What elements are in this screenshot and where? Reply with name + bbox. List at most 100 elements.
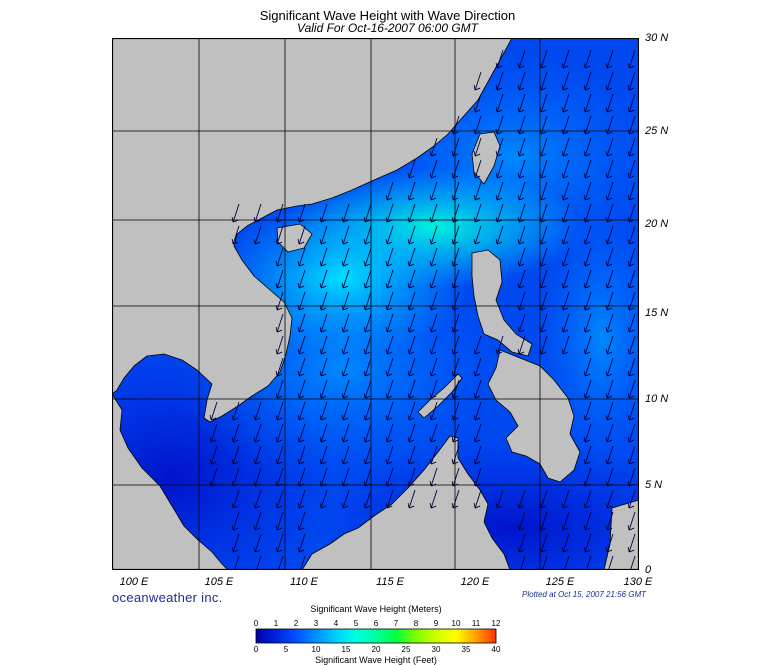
wave-direction-arrow [275, 445, 284, 465]
wave-direction-arrow [627, 401, 636, 421]
wave-direction-arrow [473, 423, 482, 443]
wave-direction-arrow [275, 489, 284, 509]
wave-direction-arrow [319, 225, 328, 245]
wave-direction-arrow [561, 511, 570, 531]
wave-direction-arrow [583, 401, 592, 421]
wave-direction-arrow [297, 379, 306, 399]
wave-direction-arrow [253, 401, 262, 421]
legend-feet-tick: 35 [462, 645, 471, 654]
wave-direction-arrow [495, 181, 504, 201]
legend-meters-tick: 2 [294, 619, 299, 628]
wave-direction-arrow [297, 533, 306, 553]
wave-direction-arrow [451, 423, 460, 443]
wave-direction-arrow [385, 489, 394, 509]
wave-direction-arrow [319, 247, 328, 267]
wave-direction-arrow [385, 379, 394, 399]
wave-direction-arrow [385, 423, 394, 443]
wave-direction-arrow [297, 423, 306, 443]
wave-direction-arrow [627, 489, 636, 509]
land-borneo [301, 435, 511, 570]
wave-direction-arrow [605, 269, 614, 289]
legend-feet-tick: 30 [432, 645, 441, 654]
wave-direction-arrow [451, 247, 460, 267]
wave-direction-arrow [407, 423, 416, 443]
lon-label-125e: 125 E [545, 576, 575, 588]
wave-direction-arrow [341, 313, 350, 333]
legend-feet-tick: 15 [342, 645, 351, 654]
wave-height-legend: 0 1 2 3 4 5 6 7 8 9 10 11 120 5 10 15 20 25 30 35 40 [254, 619, 501, 654]
wave-direction-arrow [253, 489, 262, 509]
wave-direction-arrow [407, 203, 416, 223]
wave-direction-arrow [363, 401, 372, 421]
wave-direction-arrow [495, 71, 504, 91]
wave-direction-arrow [627, 533, 636, 553]
wave-direction-arrow [451, 445, 460, 465]
wave-direction-arrow [495, 137, 504, 157]
legend-feet-title: Significant Wave Height (Feet) [315, 655, 437, 665]
plotted-timestamp: Plotted at Oct 15, 2007 21:56 GMT [522, 590, 647, 599]
wave-direction-arrow [319, 313, 328, 333]
wave-direction-arrow [605, 533, 614, 553]
wave-direction-arrow [231, 401, 240, 421]
wave-direction-arrow [429, 357, 438, 377]
wave-direction-arrow [363, 357, 372, 377]
lon-label-115e: 115 E [376, 576, 404, 588]
wave-direction-arrow [275, 533, 284, 553]
wave-direction-arrow [319, 445, 328, 465]
wave-direction-arrow [451, 379, 460, 399]
wave-direction-arrow [517, 269, 526, 289]
wave-direction-arrow [495, 335, 504, 355]
legend-meters-tick: 9 [434, 619, 439, 628]
wave-direction-arrow [605, 225, 614, 245]
wave-direction-arrow [429, 489, 438, 509]
wave-direction-arrow [385, 203, 394, 223]
wave-direction-arrow [473, 379, 482, 399]
wave-direction-arrow [605, 379, 614, 399]
legend-meters-tick: 10 [452, 619, 461, 628]
legend-meters-tick: 8 [414, 619, 419, 628]
legend-meters-tick: 12 [492, 619, 501, 628]
wave-direction-arrow [605, 137, 614, 157]
legend-feet-tick: 25 [402, 645, 411, 654]
lon-label-100e: 100 E [119, 576, 149, 588]
wave-direction-arrow [385, 225, 394, 245]
wave-direction-arrow [561, 269, 570, 289]
wave-direction-arrow [429, 225, 438, 245]
oceanweather-logo: oceanweather inc. [112, 590, 223, 605]
wave-direction-arrow [517, 49, 526, 69]
land-sulawesi-edge [603, 499, 639, 570]
wave-direction-arrow [275, 247, 284, 267]
wave-direction-arrow [275, 357, 284, 377]
wave-direction-arrow [429, 401, 438, 421]
wave-direction-arrow [407, 401, 416, 421]
wave-direction-arrow [451, 137, 460, 157]
wave-direction-arrow [363, 423, 372, 443]
wave-direction-arrow [231, 445, 240, 465]
wave-direction-arrow [319, 335, 328, 355]
wave-direction-arrow [363, 269, 372, 289]
legend-meters-title: Significant Wave Height (Meters) [310, 604, 442, 614]
legend-meters-tick: 3 [314, 619, 319, 628]
wave-direction-arrow [583, 137, 592, 157]
wave-direction-arrow [429, 203, 438, 223]
wave-direction-arrows [209, 49, 636, 570]
wave-direction-arrow [583, 357, 592, 377]
wave-direction-arrow [341, 489, 350, 509]
wave-direction-arrow [297, 247, 306, 267]
wave-direction-arrow [451, 357, 460, 377]
wave-direction-arrow [253, 511, 262, 531]
wave-direction-arrow [473, 357, 482, 377]
wave-direction-arrow [209, 445, 218, 465]
wave-direction-arrow [451, 159, 460, 179]
wave-direction-arrow [627, 247, 636, 267]
wave-direction-arrow [627, 71, 636, 91]
wave-direction-arrow [253, 445, 262, 465]
wave-direction-arrow [363, 445, 372, 465]
wave-direction-arrow [583, 511, 592, 531]
wave-direction-arrow [209, 401, 218, 421]
wave-direction-arrow [495, 49, 504, 69]
wave-direction-arrow [385, 313, 394, 333]
wave-direction-arrow [363, 335, 372, 355]
wave-direction-arrow [605, 313, 614, 333]
chart-title: Significant Wave Height with Wave Direct… [259, 8, 516, 23]
